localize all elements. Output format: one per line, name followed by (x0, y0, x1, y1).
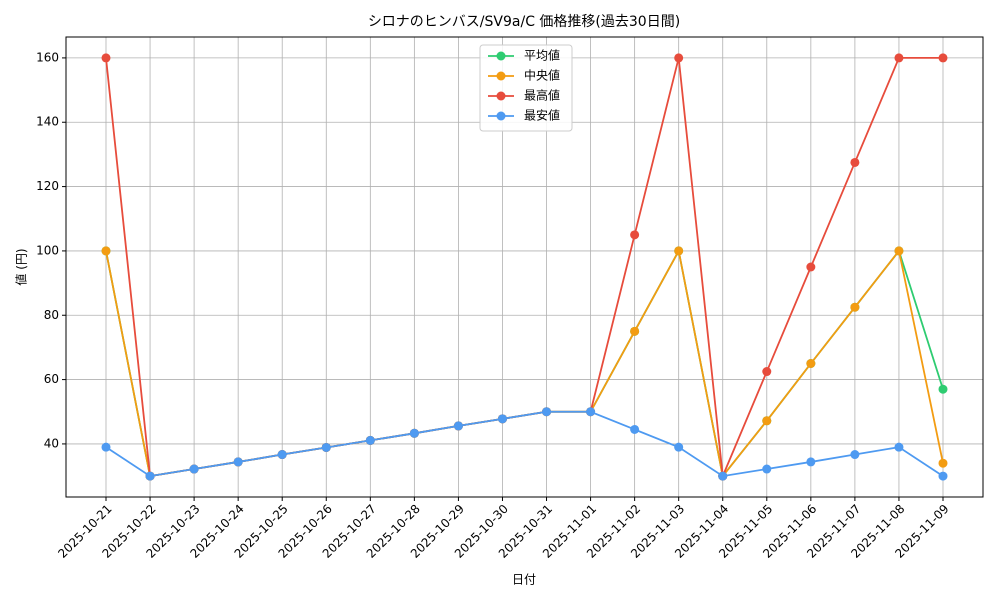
point (586, 407, 596, 417)
y-axis-label: 値 (円) (14, 248, 29, 285)
legend-marker (496, 91, 506, 101)
point (630, 230, 640, 240)
point (806, 457, 816, 467)
point (894, 246, 904, 256)
plot-frame (65, 36, 984, 498)
point (718, 471, 728, 481)
legend-label: 最高値 (524, 88, 560, 103)
point (850, 450, 860, 460)
point (453, 421, 463, 431)
y-tick-label: 40 (44, 436, 59, 450)
x-axis-label: 日付 (512, 573, 536, 587)
point (806, 262, 816, 272)
point (321, 442, 331, 452)
point (806, 359, 816, 369)
point (277, 450, 287, 460)
point (894, 442, 904, 452)
point (762, 464, 772, 474)
point (630, 424, 640, 434)
legend-label: 中央値 (524, 68, 560, 83)
legend-marker (496, 71, 506, 81)
legend-marker (496, 51, 506, 61)
series-line (105, 410, 944, 478)
legend-marker (496, 111, 506, 121)
point (233, 457, 243, 467)
y-tick-label: 60 (44, 372, 59, 386)
point (938, 458, 948, 468)
point (630, 326, 640, 336)
legend-label: 最安値 (524, 108, 560, 123)
point (542, 407, 552, 417)
point (101, 53, 111, 63)
y-tick-label: 140 (36, 115, 59, 129)
point (365, 435, 375, 445)
y-tick-label: 160 (36, 50, 59, 64)
legend-box (479, 44, 573, 132)
point (497, 414, 507, 424)
point (894, 53, 904, 63)
point (938, 384, 948, 394)
point (762, 367, 772, 377)
point (189, 464, 199, 474)
point (145, 471, 155, 481)
point (101, 246, 111, 256)
legend-label: 平均値 (524, 48, 560, 63)
point (674, 442, 684, 452)
point (938, 471, 948, 481)
point (674, 246, 684, 256)
point (762, 416, 772, 426)
point (938, 53, 948, 63)
y-tick-label: 120 (36, 179, 59, 193)
point (850, 302, 860, 312)
y-tick-label: 100 (36, 243, 59, 257)
chart-title: シロナのヒンバス/SV9a/C 価格推移(過去30日間) (368, 14, 680, 30)
point (850, 157, 860, 167)
point (101, 442, 111, 452)
point (409, 428, 419, 438)
point (674, 53, 684, 63)
y-tick-label: 80 (44, 308, 59, 322)
